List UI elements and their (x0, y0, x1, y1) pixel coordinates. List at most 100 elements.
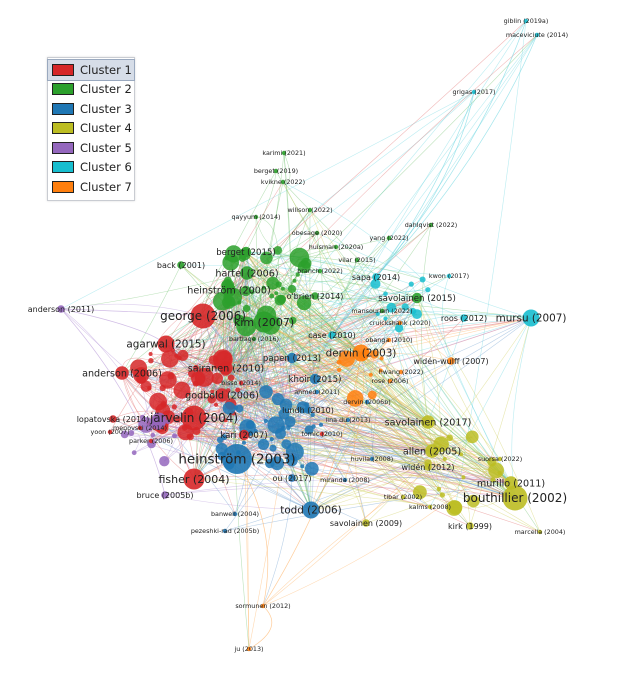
node-circle[interactable] (328, 331, 336, 339)
node-circle[interactable] (157, 335, 175, 353)
node-circle[interactable] (383, 316, 388, 321)
node-circle[interactable] (394, 324, 404, 333)
node-circle[interactable] (161, 491, 169, 499)
node-circle[interactable] (367, 390, 377, 400)
node-circle[interactable] (295, 272, 300, 277)
node-circle[interactable] (222, 283, 236, 297)
node-circle[interactable] (57, 305, 65, 313)
node-circle[interactable] (213, 363, 219, 369)
node-circle[interactable] (240, 246, 252, 258)
node-circle[interactable] (259, 385, 273, 399)
node-circle[interactable] (446, 434, 454, 442)
node-circle[interactable] (148, 358, 154, 364)
node-circle[interactable] (238, 429, 250, 441)
legend-item-cluster-1[interactable]: Cluster 1 (47, 59, 135, 81)
node-circle[interactable] (265, 458, 275, 469)
node-circle[interactable] (261, 285, 266, 290)
node-circle[interactable] (242, 304, 251, 313)
node-circle[interactable] (304, 425, 314, 435)
node-circle[interactable] (249, 289, 255, 295)
node-circle[interactable] (284, 416, 296, 428)
node-circle[interactable] (269, 437, 274, 442)
node-circle[interactable] (161, 350, 179, 368)
node-circle[interactable] (379, 356, 384, 361)
node-circle[interactable] (378, 368, 383, 373)
node-circle[interactable] (148, 438, 154, 444)
node-circle[interactable] (534, 32, 540, 38)
node-circle[interactable] (281, 439, 292, 450)
node-circle[interactable] (427, 504, 433, 510)
node-circle[interactable] (522, 309, 540, 327)
node-circle[interactable] (398, 369, 404, 375)
node-circle[interactable] (368, 372, 373, 377)
node-circle[interactable] (280, 286, 285, 291)
node-circle[interactable] (439, 492, 445, 498)
node-circle[interactable] (375, 311, 380, 316)
node-circle[interactable] (173, 381, 191, 399)
node-circle[interactable] (502, 485, 528, 511)
node-circle[interactable] (490, 477, 496, 483)
node-circle[interactable] (109, 415, 117, 423)
node-circle[interactable] (207, 395, 216, 404)
node-circle[interactable] (213, 402, 219, 407)
node-circle[interactable] (139, 414, 145, 420)
node-circle[interactable] (269, 293, 275, 299)
node-circle[interactable] (159, 456, 170, 467)
node-circle[interactable] (447, 357, 455, 365)
node-circle[interactable] (304, 461, 319, 476)
node-circle[interactable] (278, 408, 290, 420)
node-circle[interactable] (238, 380, 244, 386)
node-circle[interactable] (307, 207, 313, 213)
node-circle[interactable] (148, 352, 153, 356)
node-circle[interactable] (354, 257, 360, 263)
node-circle[interactable] (232, 511, 238, 517)
node-circle[interactable] (304, 406, 312, 414)
node-circle[interactable] (286, 352, 298, 364)
node-circle[interactable] (523, 18, 529, 24)
node-circle[interactable] (304, 402, 310, 408)
node-circle[interactable] (338, 350, 355, 367)
node-circle[interactable] (497, 470, 502, 476)
node-circle[interactable] (240, 266, 254, 280)
node-circle[interactable] (235, 387, 241, 393)
node-circle[interactable] (181, 405, 207, 431)
node-circle[interactable] (222, 528, 228, 534)
node-circle[interactable] (287, 284, 297, 294)
node-circle[interactable] (222, 444, 252, 474)
node-circle[interactable] (419, 276, 426, 283)
node-circle[interactable] (160, 401, 167, 408)
node-circle[interactable] (459, 452, 464, 457)
node-circle[interactable] (397, 320, 403, 326)
node-circle[interactable] (466, 522, 474, 530)
node-circle[interactable] (210, 389, 215, 394)
node-circle[interactable] (171, 404, 177, 410)
node-circle[interactable] (317, 268, 323, 274)
node-circle[interactable] (251, 336, 257, 342)
node-circle[interactable] (336, 359, 342, 365)
node-circle[interactable] (271, 393, 284, 406)
node-circle[interactable] (115, 366, 129, 380)
node-circle[interactable] (442, 457, 447, 461)
node-circle[interactable] (465, 430, 479, 444)
legend-item-cluster-3[interactable]: Cluster 3 (48, 99, 134, 119)
legend-item-cluster-7[interactable]: Cluster 7 (48, 177, 134, 197)
node-circle[interactable] (310, 412, 315, 418)
node-circle[interactable] (309, 373, 321, 385)
node-circle[interactable] (424, 463, 432, 471)
node-circle[interactable] (140, 380, 152, 392)
node-circle[interactable] (150, 432, 156, 438)
node-circle[interactable] (222, 401, 236, 415)
node-circle[interactable] (276, 294, 287, 304)
node-circle[interactable] (319, 431, 325, 437)
node-circle[interactable] (286, 425, 291, 431)
node-circle[interactable] (266, 276, 280, 290)
node-circle[interactable] (497, 456, 503, 462)
node-circle[interactable] (245, 420, 255, 430)
node-circle[interactable] (133, 367, 150, 384)
node-circle[interactable] (159, 371, 177, 389)
node-circle[interactable] (292, 278, 297, 283)
node-circle[interactable] (302, 501, 320, 519)
node-circle[interactable] (174, 416, 182, 423)
node-circle[interactable] (190, 303, 216, 329)
node-circle[interactable] (400, 494, 406, 500)
